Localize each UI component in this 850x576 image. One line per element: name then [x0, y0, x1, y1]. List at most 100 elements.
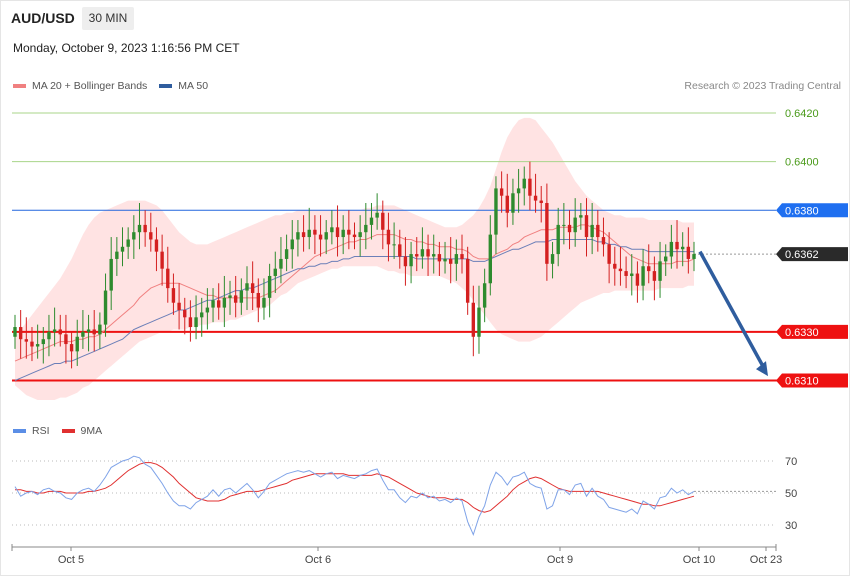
- candle-body: [528, 178, 532, 196]
- candle: [69, 331, 74, 369]
- candlesticks: [13, 161, 696, 369]
- candle-body: [267, 275, 272, 298]
- rsi-swatch: [13, 429, 26, 433]
- candle-body: [409, 254, 413, 267]
- candle-body: [443, 258, 447, 262]
- candle-body: [516, 188, 521, 194]
- price-label-text: 0.6420: [785, 108, 819, 120]
- candle: [41, 327, 45, 364]
- candle: [358, 215, 362, 257]
- price-label-text: 0.6330: [785, 327, 819, 339]
- candle: [596, 210, 600, 252]
- candle-body: [171, 288, 176, 303]
- candle-body: [522, 178, 526, 189]
- candle: [233, 275, 238, 318]
- candle-body: [239, 290, 244, 303]
- candle-body: [205, 307, 210, 313]
- candle-body: [505, 195, 509, 213]
- time-axis: Oct 5 Oct 6 Oct 9 Oct 10 Oct 23: [11, 544, 782, 566]
- candle-body: [579, 215, 583, 218]
- candle: [149, 212, 153, 252]
- candle-body: [635, 273, 640, 286]
- rsi-tick-label: 50: [785, 488, 797, 500]
- candle-body: [115, 251, 119, 259]
- price-level-labels: 0.6420 0.6400 0.6380 0.6362 0.6330 0.6310: [776, 108, 848, 388]
- interval-button[interactable]: 30 MIN: [82, 7, 134, 30]
- candle: [584, 198, 589, 257]
- candle-body: [460, 254, 464, 259]
- candle-body: [426, 249, 430, 257]
- candle: [24, 317, 29, 359]
- candle-body: [250, 283, 255, 293]
- candle: [375, 193, 379, 230]
- candle-body: [126, 239, 130, 247]
- symbol-title: AUD/USD: [11, 10, 75, 26]
- price-label-badge: [776, 324, 848, 339]
- price-label-badge: [776, 373, 848, 388]
- candle: [273, 251, 277, 293]
- candle-body: [647, 266, 651, 272]
- candle-body: [52, 329, 57, 332]
- candle: [228, 280, 232, 315]
- candle: [590, 203, 594, 255]
- candle: [562, 203, 566, 245]
- candle: [313, 215, 317, 255]
- candle-body: [24, 339, 29, 342]
- candle-body: [143, 224, 147, 233]
- candle-body: [194, 317, 198, 328]
- candle: [267, 263, 272, 318]
- candle: [386, 212, 391, 262]
- candle: [307, 207, 311, 250]
- candle-body: [669, 241, 674, 257]
- candle: [630, 254, 634, 296]
- candle-body: [211, 300, 215, 308]
- candle-body: [81, 331, 85, 337]
- candle: [109, 237, 113, 311]
- candle-body: [149, 232, 153, 240]
- candle: [205, 288, 210, 330]
- candle: [494, 176, 498, 255]
- candle-body: [545, 203, 549, 264]
- candle-body: [98, 324, 102, 335]
- candle-body: [601, 237, 606, 245]
- candle-body: [471, 302, 476, 337]
- candle: [98, 312, 102, 349]
- candle: [454, 239, 459, 281]
- candle-body: [132, 232, 136, 240]
- candle: [675, 220, 679, 269]
- candle-body: [166, 268, 170, 289]
- candle: [499, 171, 504, 213]
- candle-body: [511, 193, 515, 213]
- candle-body: [539, 200, 543, 204]
- rsi-tick-label: 70: [785, 456, 797, 468]
- candle: [607, 232, 611, 284]
- candle-body: [641, 266, 645, 286]
- candle: [652, 256, 657, 301]
- ma50-swatch: [159, 84, 173, 88]
- candle: [160, 234, 164, 286]
- candle: [171, 273, 176, 315]
- candle: [75, 319, 79, 366]
- candle: [166, 246, 170, 303]
- rsi-tick-label: 30: [785, 520, 797, 532]
- candle-body: [177, 302, 181, 311]
- candle-body: [256, 292, 261, 308]
- candle: [222, 275, 227, 328]
- candle-body: [658, 261, 662, 281]
- rsi-panel: 70 50 30: [12, 455, 797, 537]
- candle-body: [432, 254, 436, 257]
- candle: [279, 237, 283, 284]
- candle: [154, 227, 159, 272]
- candle: [392, 222, 396, 259]
- price-label-0.6400: 0.6400: [785, 157, 819, 169]
- candle: [680, 232, 685, 267]
- candle: [641, 249, 645, 301]
- candle: [488, 215, 492, 296]
- candle-body: [477, 307, 481, 337]
- candle: [533, 173, 538, 213]
- candle-body: [556, 224, 560, 255]
- candle-body: [160, 251, 164, 269]
- forecast-arrow: [698, 250, 768, 377]
- candle: [64, 314, 68, 364]
